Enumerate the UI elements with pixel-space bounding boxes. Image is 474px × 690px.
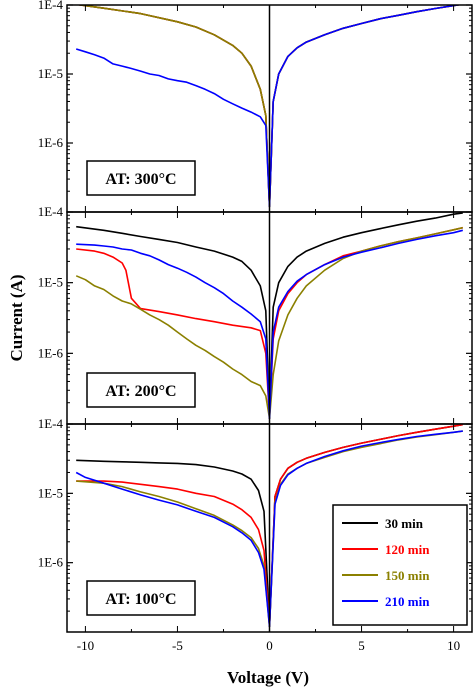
legend-label: 150 min — [385, 568, 430, 583]
y-tick-label: 1E-4 — [38, 204, 64, 219]
annotation-label: AT: 300°C — [105, 171, 176, 188]
y-tick-label: 1E-4 — [38, 416, 64, 431]
x-axis-title: Voltage (V) — [227, 668, 309, 687]
x-tick-label: -10 — [77, 638, 94, 653]
panels-layer: 1E-6 1E-5 1E-4 AT: 300°C 1E-6 1E-5 1E-4 AT: 200… — [38, 0, 473, 653]
x-tick-label: -5 — [172, 638, 183, 653]
y-axis-title: Current (A) — [7, 274, 26, 361]
panel-series-group — [75, 5, 463, 208]
y-tick-label: 1E-6 — [38, 555, 64, 570]
y-tick-label: 1E-5 — [38, 275, 63, 290]
panel-1: 1E-6 1E-5 1E-4 AT: 300°C — [38, 0, 473, 213]
annotation-box — [86, 580, 196, 616]
legend-label: 30 min — [385, 516, 424, 531]
y-tick-label: 1E-5 — [38, 66, 63, 81]
series-line-210-min — [76, 229, 464, 420]
panel-3: 1E-6 1E-5 1E-4 AT: 100°C — [38, 416, 473, 633]
series-line-150-min — [75, 226, 463, 420]
y-tick-label: 1E-5 — [38, 485, 63, 500]
annotation-label: AT: 100°C — [105, 591, 176, 608]
legend-label: 120 min — [385, 542, 430, 557]
legend-box — [332, 504, 468, 626]
x-tick-label: 10 — [447, 638, 460, 653]
annotation-box — [86, 160, 196, 196]
series-line-210-min — [75, 5, 463, 208]
annotation-box — [86, 372, 196, 408]
y-tick-label: 1E-6 — [38, 135, 64, 150]
legend: 30 min 120 min 150 min 210 min — [332, 504, 468, 626]
panel-series-group — [75, 212, 464, 420]
panel-2: 1E-6 1E-5 1E-4 AT: 200°C — [38, 204, 473, 425]
legend-label: 210 min — [385, 594, 430, 609]
y-tick-label: 1E-6 — [38, 345, 64, 360]
y-tick-label: 1E-4 — [38, 0, 64, 12]
annotation-label: AT: 200°C — [105, 383, 176, 400]
x-tick-label: 5 — [358, 638, 365, 653]
x-tick-label: 0 — [266, 638, 273, 653]
